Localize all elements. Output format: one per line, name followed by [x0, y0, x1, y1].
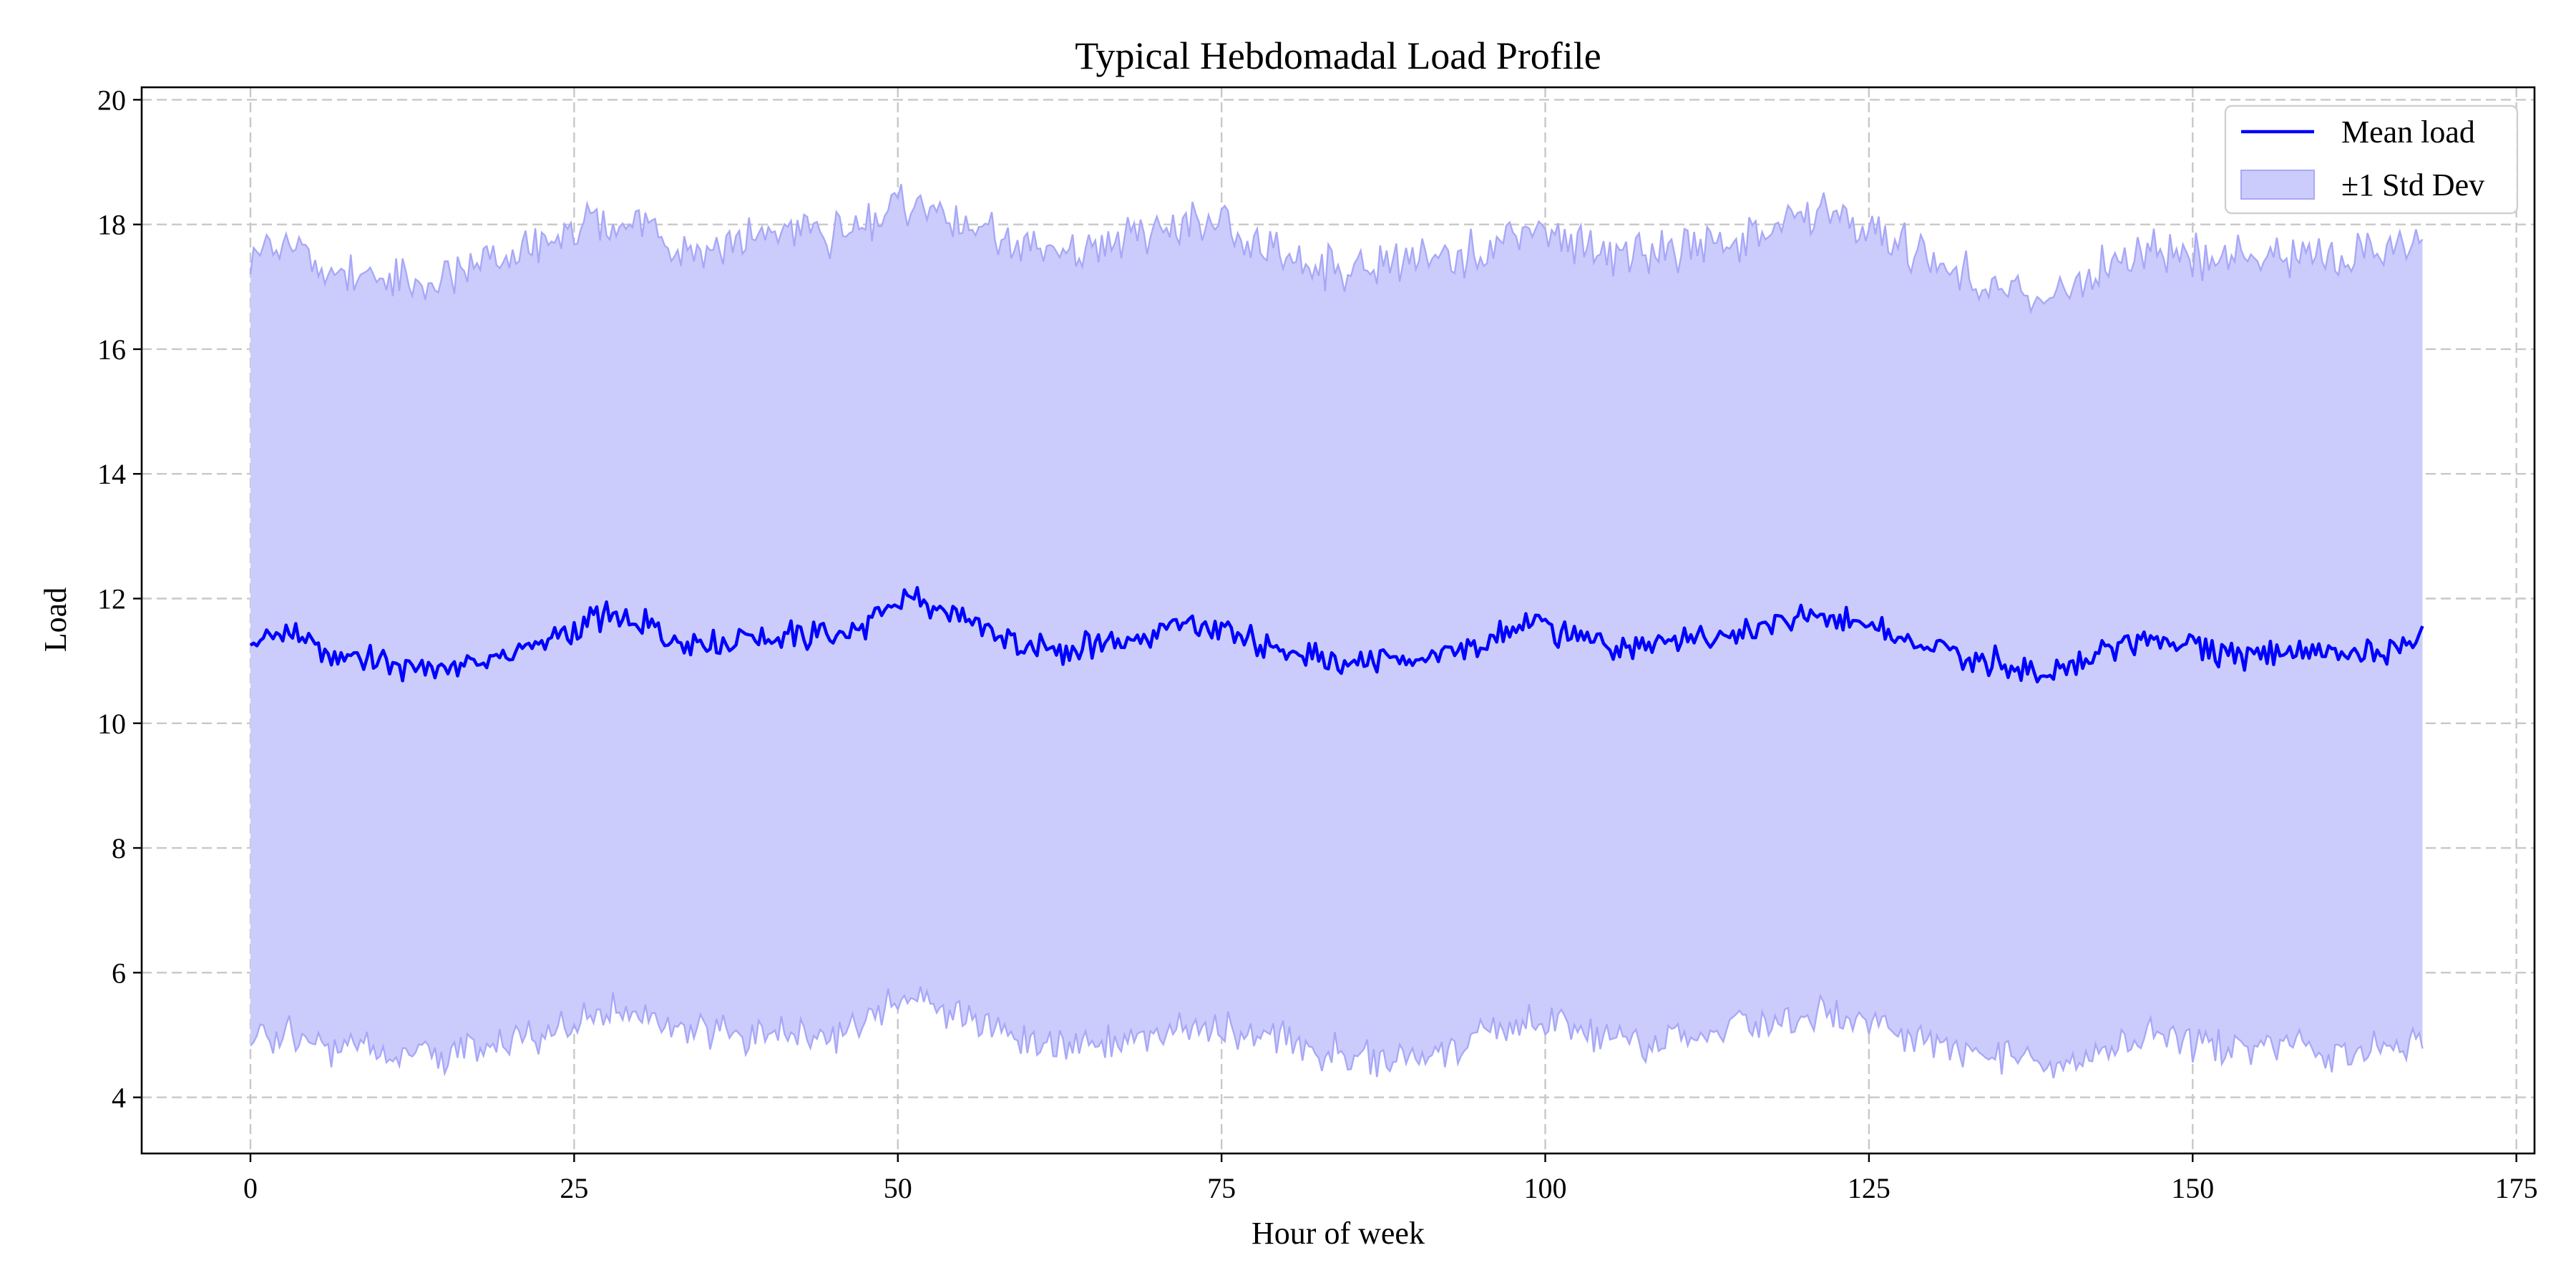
legend: Mean load ±1 Std Dev: [2224, 104, 2519, 215]
y-axis-label: Load: [38, 587, 73, 652]
y-tick-label: 10: [97, 708, 126, 740]
x-axis-label: Hour of week: [1252, 1216, 1425, 1251]
plot-frame: [140, 86, 2536, 1155]
x-tick-label: 175: [2495, 1172, 2538, 1204]
legend-mean-load-label: Mean load: [2341, 114, 2475, 150]
y-tick-label: 12: [97, 583, 126, 615]
y-tick-label: 14: [97, 458, 126, 490]
y-tick-label: 20: [97, 84, 126, 116]
y-axis-ticks: 4 6 8 10 12 14 16 18 20: [97, 84, 142, 1114]
x-tick-label: 0: [243, 1172, 258, 1204]
y-tick-label: 16: [97, 333, 126, 366]
std-dev-upper-edge: [249, 184, 2424, 315]
x-axis-ticks: 0 25 50 75 100 125 150 175: [243, 1153, 2538, 1204]
legend-std-dev-swatch: [2240, 170, 2315, 200]
std-dev-band: [249, 184, 2424, 1079]
chart-title: Typical Hebdomadal Load Profile: [1075, 34, 1601, 77]
mean-load-series: [249, 585, 2424, 684]
mean-load-line: [249, 585, 2424, 684]
x-tick-label: 50: [884, 1172, 912, 1204]
x-tick-label: 25: [560, 1172, 588, 1204]
y-tick-label: 18: [97, 209, 126, 241]
x-tick-label: 100: [1524, 1172, 1567, 1204]
x-tick-label: 75: [1207, 1172, 1236, 1204]
y-tick-label: 4: [112, 1082, 126, 1114]
legend-std-dev-label: ±1 Std Dev: [2341, 167, 2484, 203]
x-tick-label: 150: [2171, 1172, 2214, 1204]
y-tick-label: 6: [112, 957, 126, 989]
std-dev-lower-edge: [250, 986, 2424, 1079]
std-dev-band-area: [250, 184, 2423, 1078]
y-tick-label: 8: [112, 832, 126, 864]
x-tick-label: 125: [1848, 1172, 1890, 1204]
